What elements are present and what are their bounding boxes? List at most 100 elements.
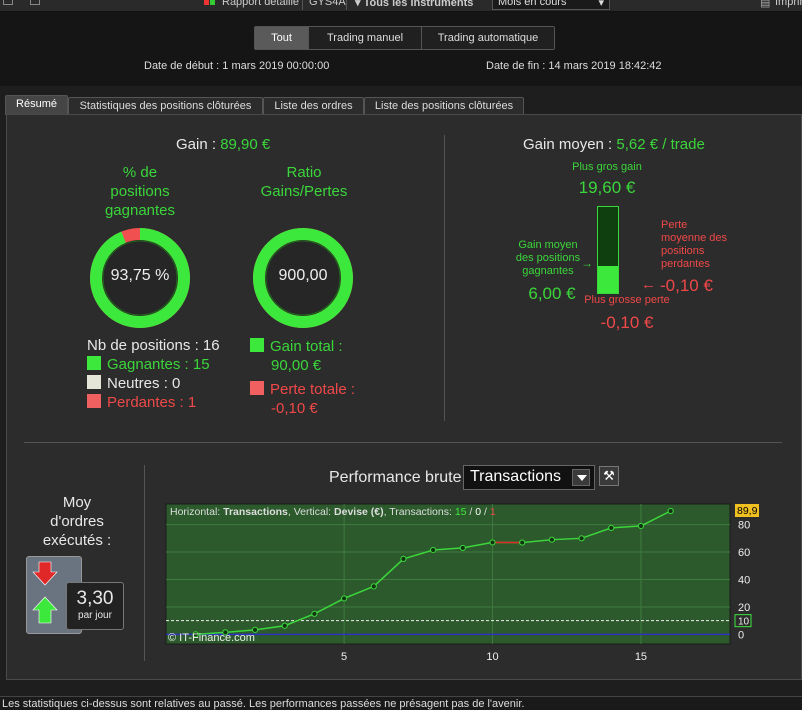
avg-win-label-line: Gain moyen [518, 239, 578, 251]
data-point [192, 631, 199, 638]
win-rate-title-line: gagnantes [104, 202, 176, 219]
marker-badge [734, 614, 752, 628]
win-rate-gauge: 93,75 % [89, 227, 191, 329]
mode-auto-button[interactable]: Trading automatique [422, 27, 554, 49]
avg-gain-label: Gain moyen : [523, 136, 613, 153]
end-date-label: Date de fin : [486, 60, 546, 72]
data-point [281, 622, 288, 629]
avg-gain-title: Gain moyen : 5,62 € / trade [523, 136, 705, 153]
instruments-dropdown[interactable]: ▾ Tous les instruments [355, 0, 473, 9]
ratio-title: Ratio Gains/Pertes [249, 163, 359, 201]
gain-label: Gain : [176, 136, 217, 153]
last-value-badge [735, 504, 759, 517]
gain-title: Gain : 89,90 € [176, 136, 270, 153]
data-point [548, 536, 555, 543]
tab-resume[interactable]: Résumé [5, 95, 68, 115]
marker-label: 10 [738, 617, 750, 628]
period-label: Mois en cours [498, 0, 567, 8]
performance-title: Performance brute [329, 469, 462, 486]
chart-info-sep: / [481, 506, 490, 518]
data-point [519, 539, 526, 546]
x-tick-label: 10 [486, 651, 498, 663]
orders-arrows-icon [32, 561, 58, 624]
avg-loss-label-line: positions [661, 245, 705, 257]
biggest-loss-value: -0,10 € [600, 313, 654, 332]
ratio-gauge: 900,00 [252, 227, 354, 329]
data-point [637, 522, 645, 530]
chart-info-v: Devise (€) [334, 506, 384, 518]
ratio-value: 900,00 [278, 267, 328, 284]
tab-orders[interactable]: Liste des ordres [263, 97, 364, 115]
total-gain-value: 90,00 € [271, 357, 322, 374]
win-rate-title: % de positions gagnantes [85, 163, 195, 220]
avg-loss-label: Perte moyenne des positions perdantes [661, 219, 727, 271]
start-date-label: Date de début : [144, 60, 220, 72]
avg-loss-label-line: Perte [661, 219, 688, 231]
start-date: Date de début : 1 mars 2019 00:00:00 [144, 60, 329, 72]
chart-info-sep: / [467, 506, 476, 518]
mode-selector: Tout Trading manuel Trading automatique [254, 26, 555, 50]
avg-win-arrow-icon: → [581, 256, 593, 270]
maximize-icon[interactable] [30, 0, 40, 5]
tab-closed-stats[interactable]: Statistiques des positions clôturées [68, 97, 263, 115]
total-gain-label: Gain total : [270, 338, 343, 355]
avg-loss-label-line: perdantes [661, 258, 710, 270]
data-point [430, 546, 437, 554]
data-point [489, 539, 496, 546]
chevron-down-icon [572, 469, 590, 486]
data-point [370, 583, 377, 590]
positions-count: Nb de positions : 16 [87, 337, 220, 354]
section-divider [444, 135, 445, 421]
avg-win-label-line: gagnantes [522, 265, 574, 277]
data-point [400, 555, 407, 563]
orders-title: Moy d'ordres exécutés : [27, 493, 127, 550]
total-gain-swatch [250, 338, 264, 352]
losing-label: Perdantes : 1 [107, 394, 197, 411]
mode-manual-button[interactable]: Trading manuel [309, 27, 422, 49]
end-date: Date de fin : 14 mars 2019 18:42:42 [486, 60, 662, 72]
performance-axis-select[interactable]: Transactions [463, 465, 595, 490]
chart-info: Horizontal: Transactions, Vertical: Devi… [170, 506, 496, 518]
total-loss-swatch [250, 381, 264, 395]
x-tick-label: 5 [341, 651, 347, 663]
chart-info-prefix: Horizontal: [170, 506, 220, 518]
winning-count: Gagnantes : 15 [87, 356, 210, 373]
account-selector[interactable]: GYS4A [309, 0, 346, 8]
gain-value: 89,90 € [220, 136, 271, 153]
chart-info-loss: 1 [490, 506, 496, 518]
neutral-label: Neutres : 0 [107, 375, 181, 392]
biggest-loss-label: Plus grosse perte [584, 294, 670, 306]
tab-closed-positions[interactable]: Liste des positions clôturées [364, 97, 524, 115]
performance-axis-value: Transactions [470, 468, 561, 485]
data-point [341, 595, 348, 602]
report-label[interactable]: Rapport détaillé [222, 0, 300, 8]
report-header: Tout Trading manuel Trading automatique … [0, 12, 802, 86]
orders-title-line: exécutés : [42, 532, 112, 549]
wrench-icon[interactable]: ⚒ [599, 466, 619, 486]
y-ticks: 0 20 40 60 80 89,9 10 [734, 504, 759, 641]
x-tick-label: 15 [635, 651, 647, 663]
avg-loss-label-line: moyenne des [661, 232, 728, 244]
data-point [578, 535, 585, 542]
print-label[interactable]: Imprimer [775, 0, 802, 8]
period-dropdown[interactable]: Mois en cours ▾ [492, 0, 610, 10]
orders-title-line: Moy [62, 494, 92, 511]
minimize-icon[interactable] [3, 0, 13, 5]
orders-per-day-unit: par jour [78, 610, 112, 621]
chart-info-mid: , Vertical: [288, 506, 331, 518]
win-rate-ring [90, 228, 190, 328]
end-date-value: 14 mars 2019 18:42:42 [548, 60, 662, 72]
candle-icon [204, 0, 215, 8]
total-loss-label: Perte totale : [270, 381, 356, 398]
start-date-value: 1 mars 2019 00:00:00 [222, 60, 330, 72]
winning-swatch [87, 356, 101, 370]
win-rate-title-line: % de [122, 164, 158, 181]
print-icon[interactable]: ▤ [760, 0, 771, 9]
y-tick-label: 40 [738, 574, 750, 586]
mode-all-button[interactable]: Tout [255, 27, 309, 49]
row-divider [24, 442, 782, 443]
top-toolbar: Rapport détaillé GYS4A ▾ Tous les instru… [0, 0, 802, 12]
winning-label: Gagnantes : 15 [107, 356, 210, 373]
data-point [311, 610, 318, 617]
avg-loss-value: -0,10 € [660, 276, 713, 295]
